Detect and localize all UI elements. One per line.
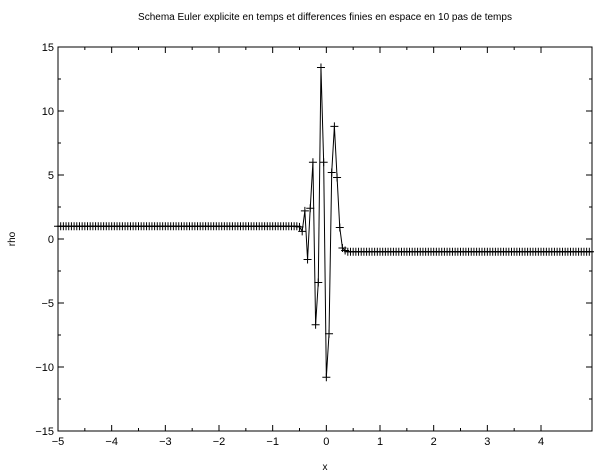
y-tick-label: 10 <box>42 106 54 118</box>
data-point-marker <box>306 204 315 213</box>
series-markers <box>54 63 594 382</box>
x-tick-label: 0 <box>323 436 329 448</box>
data-point-marker <box>311 320 320 329</box>
x-tick-label: 4 <box>538 436 544 448</box>
data-point-marker <box>298 227 307 236</box>
y-axis-label: rho <box>7 231 18 246</box>
y-tick-label: −15 <box>35 426 54 438</box>
chart-title: Schema Euler explicite en temps et diffe… <box>138 12 512 23</box>
y-axis: −15 −10 −5 0 5 10 15 <box>35 42 592 438</box>
data-point-marker <box>303 255 312 264</box>
y-tick-label: −10 <box>35 362 54 374</box>
x-tick-label: −1 <box>266 436 279 448</box>
x-tick-label: −4 <box>105 436 118 448</box>
data-point-marker <box>588 247 594 256</box>
data-point-marker <box>316 63 325 72</box>
x-axis-label: x <box>323 462 328 472</box>
data-point-marker <box>327 168 336 177</box>
data-point-marker <box>300 206 309 215</box>
data-point-marker <box>319 158 328 167</box>
x-tick-label: −3 <box>159 436 172 448</box>
y-tick-label: −5 <box>41 298 54 310</box>
data-point-marker <box>335 223 344 232</box>
x-tick-label: 2 <box>431 436 437 448</box>
x-tick-label: 1 <box>377 436 383 448</box>
x-tick-label: −2 <box>213 436 226 448</box>
x-tick-label: −5 <box>52 436 65 448</box>
data-point-marker <box>330 122 339 131</box>
data-point-marker <box>333 173 342 182</box>
data-point-marker <box>308 158 317 167</box>
data-point-marker <box>322 373 331 382</box>
y-tick-label: 15 <box>42 42 54 54</box>
data-point-marker <box>295 222 304 231</box>
x-axis: −5 −4 −3 −2 −1 0 1 2 3 4 <box>52 47 544 448</box>
y-tick-label: 5 <box>48 170 54 182</box>
data-point-marker <box>325 329 334 338</box>
x-tick-label: 3 <box>484 436 490 448</box>
data-point-marker <box>314 278 323 287</box>
y-tick-label: 0 <box>48 234 54 246</box>
